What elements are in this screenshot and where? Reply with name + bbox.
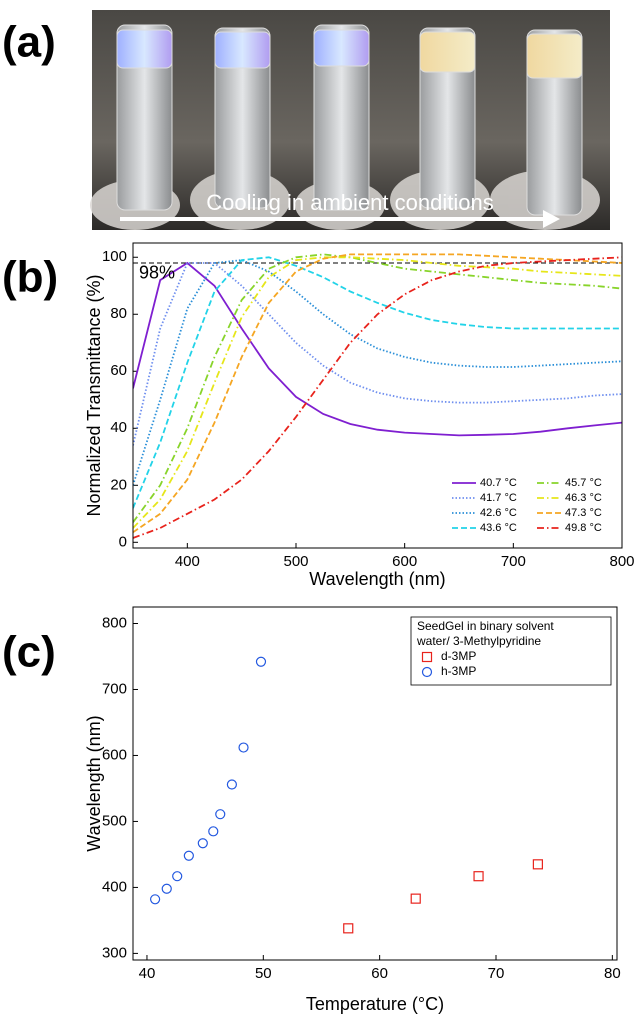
- scatter-point: [161, 883, 172, 894]
- legend-label: d-3MP: [441, 649, 476, 663]
- line-series: [133, 262, 622, 446]
- legend-label: 41.7 °C: [480, 492, 517, 504]
- scatter-point: [215, 809, 226, 820]
- y-axis-title: Normalized Transmittance (%): [84, 274, 104, 516]
- panel-label: (c): [2, 628, 56, 677]
- scatter-point: [238, 742, 249, 753]
- x-tick-label: 40: [139, 965, 156, 982]
- legend-label: 40.7 °C: [480, 477, 517, 489]
- y-tick-label: 80: [110, 305, 127, 322]
- legend-label: h-3MP: [441, 664, 476, 678]
- y-tick-label: 0: [119, 533, 127, 550]
- legend-label: 45.7 °C: [565, 477, 602, 489]
- scatter-point: [255, 656, 267, 667]
- photo: Cooling in ambient conditions: [90, 10, 610, 230]
- y-tick-label: 40: [110, 419, 127, 436]
- x-tick-label: 600: [392, 553, 417, 570]
- legend-title: SeedGel in binary solvent: [417, 619, 554, 633]
- scatter-point: [473, 871, 484, 882]
- x-tick-label: 500: [283, 553, 308, 570]
- legend-marker: [421, 651, 433, 663]
- y-tick-label: 400: [102, 878, 127, 895]
- line-series: [133, 259, 622, 486]
- legend-title: water/ 3-Methylpyridine: [416, 634, 541, 648]
- y-axis-title: Wavelength (nm): [84, 715, 104, 851]
- panel-label: (a): [2, 18, 56, 67]
- legend-box: [410, 616, 612, 686]
- x-tick-label: 70: [488, 965, 505, 982]
- scatter-point: [208, 826, 219, 837]
- scatter-point: [410, 893, 421, 904]
- y-tick-label: 500: [102, 812, 127, 829]
- line-series: [133, 256, 622, 509]
- legend-marker: [421, 666, 433, 678]
- scatter-point: [343, 923, 354, 934]
- x-tick-label: 80: [604, 965, 621, 982]
- annotation: 98%: [139, 263, 175, 283]
- scatter-point: [183, 850, 194, 861]
- y-tick-label: 20: [110, 476, 127, 493]
- legend-label: 42.6 °C: [480, 507, 517, 519]
- y-tick-label: 700: [102, 680, 127, 697]
- line-series: [133, 253, 622, 534]
- line-series: [133, 261, 622, 437]
- x-tick-label: 400: [175, 553, 200, 570]
- y-tick-label: 800: [102, 614, 127, 631]
- scatter-point: [172, 871, 183, 882]
- x-tick-label: 50: [255, 965, 272, 982]
- scatter-point: [197, 838, 208, 849]
- scatter-point: [532, 859, 543, 870]
- line-series: [133, 256, 622, 539]
- plot-frame: [132, 242, 623, 549]
- legend-label: 49.8 °C: [565, 522, 602, 534]
- panel-label: (b): [2, 253, 58, 302]
- plot-frame: [132, 606, 618, 961]
- plot-area: [133, 253, 622, 539]
- y-tick-label: 60: [110, 362, 127, 379]
- legend-label: 46.3 °C: [565, 492, 602, 504]
- x-tick-label: 800: [609, 553, 634, 570]
- scatter-point: [150, 894, 161, 905]
- y-tick-label: 300: [102, 944, 127, 961]
- legend-label: 43.6 °C: [480, 522, 517, 534]
- y-tick-label: 600: [102, 746, 127, 763]
- x-tick-label: 700: [501, 553, 526, 570]
- line-series: [133, 256, 622, 529]
- x-axis-title: Wavelength (nm): [309, 569, 445, 589]
- x-tick-label: 60: [371, 965, 388, 982]
- line-series: [133, 253, 622, 523]
- legend-label: 47.3 °C: [565, 507, 602, 519]
- x-axis-title: Temperature (°C): [306, 994, 444, 1014]
- photo-caption: Cooling in ambient conditions: [206, 190, 493, 215]
- y-tick-label: 100: [102, 248, 127, 265]
- scatter-point: [226, 779, 237, 790]
